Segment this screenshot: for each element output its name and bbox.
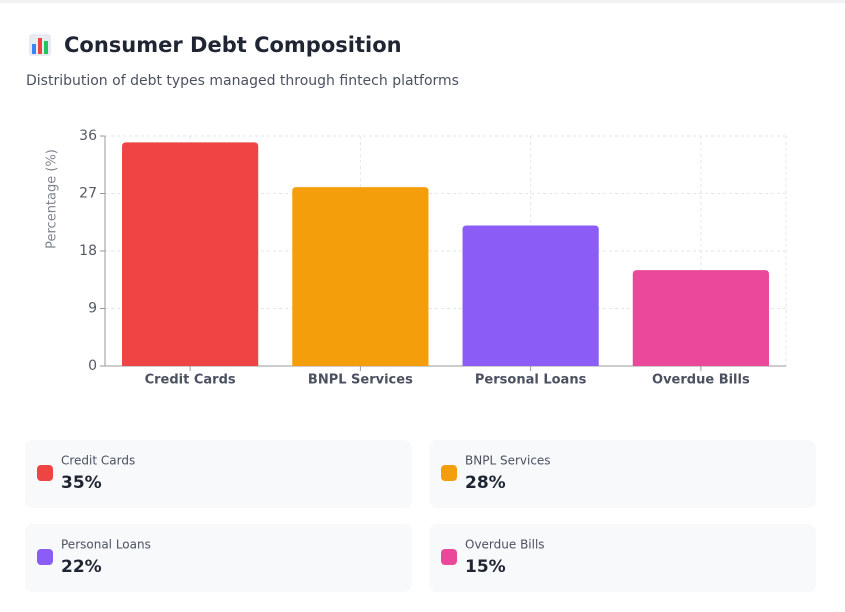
legend-swatch	[37, 549, 53, 565]
legend-swatch	[441, 465, 457, 481]
y-tick-label: 18	[79, 243, 97, 259]
x-tick-label: BNPL Services	[308, 373, 413, 388]
y-tick-label: 0	[88, 358, 97, 374]
y-tick-label: 36	[79, 128, 97, 144]
legend-swatch	[441, 549, 457, 565]
y-axis-label: Percentage (%)	[45, 149, 60, 249]
legend-value: 35%	[61, 473, 102, 493]
legend-card	[25, 524, 412, 592]
bar	[292, 187, 429, 366]
x-tick-label: Personal Loans	[475, 373, 587, 388]
x-tick-label: Credit Cards	[145, 373, 236, 388]
legend-value: 22%	[61, 557, 102, 577]
legend-name: BNPL Services	[465, 454, 551, 468]
chart-title: Consumer Debt Composition	[64, 33, 402, 57]
bar	[462, 225, 599, 366]
bar	[122, 142, 259, 366]
y-tick-label: 27	[79, 186, 97, 202]
title-icon	[29, 34, 51, 56]
legend-name: Credit Cards	[61, 454, 135, 468]
y-tick-label: 9	[88, 301, 97, 317]
x-tick-label: Overdue Bills	[652, 373, 750, 388]
legend-name: Personal Loans	[61, 538, 151, 552]
top-edge	[0, 0, 845, 3]
legend-card	[429, 524, 816, 592]
chart-subtitle: Distribution of debt types managed throu…	[26, 73, 459, 89]
legend-card	[429, 440, 816, 508]
legend-swatch	[37, 465, 53, 481]
legend-value: 15%	[465, 557, 506, 577]
bar	[632, 270, 769, 366]
legend-card	[25, 440, 412, 508]
legend-name: Overdue Bills	[465, 538, 545, 552]
legend-value: 28%	[465, 473, 506, 493]
